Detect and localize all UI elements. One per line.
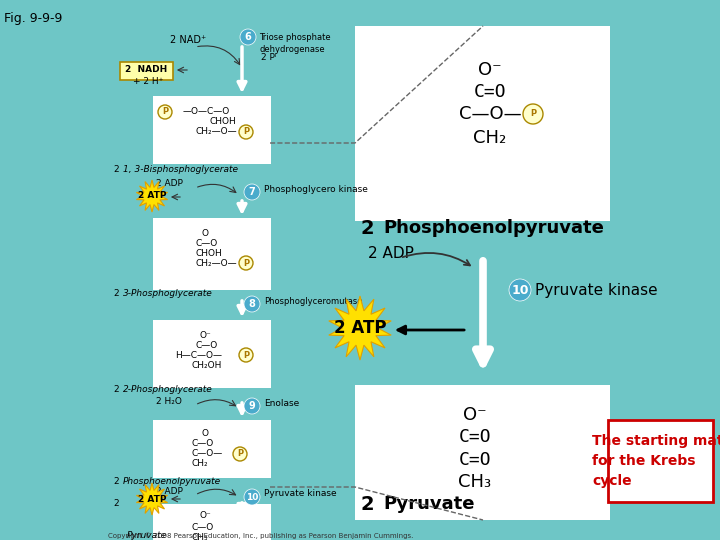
Bar bbox=[153, 218, 271, 290]
Text: CHOH: CHOH bbox=[210, 118, 237, 126]
Text: CH₃: CH₃ bbox=[459, 473, 492, 491]
Text: CH₂: CH₂ bbox=[473, 129, 507, 147]
Bar bbox=[153, 96, 271, 164]
Text: CH₂—O—: CH₂—O— bbox=[195, 259, 237, 267]
Bar bbox=[608, 420, 713, 502]
Text: 8: 8 bbox=[248, 299, 256, 309]
Circle shape bbox=[158, 105, 172, 119]
Text: 1, 3-Bisphosphoglycerate: 1, 3-Bisphosphoglycerate bbox=[123, 165, 238, 174]
Text: 7: 7 bbox=[248, 187, 256, 197]
Bar bbox=[608, 420, 713, 502]
Text: 2: 2 bbox=[360, 219, 374, 238]
Text: Copyright © 2008 Pearson Education, Inc., publishing as Pearson Benjamin Cumming: Copyright © 2008 Pearson Education, Inc.… bbox=[108, 532, 413, 539]
Circle shape bbox=[523, 104, 543, 124]
Text: —O—C—O: —O—C—O bbox=[183, 107, 230, 117]
Text: O: O bbox=[202, 230, 209, 239]
Text: 2: 2 bbox=[113, 289, 119, 299]
Text: 6: 6 bbox=[245, 32, 251, 42]
Text: C=O: C=O bbox=[459, 451, 491, 469]
Circle shape bbox=[239, 256, 253, 270]
Text: C—O: C—O bbox=[195, 341, 217, 350]
Text: 2 ATP: 2 ATP bbox=[334, 319, 386, 337]
Text: H—C—O—: H—C—O— bbox=[175, 352, 222, 361]
Text: CH₃: CH₃ bbox=[192, 532, 209, 540]
Text: P: P bbox=[530, 110, 536, 118]
Text: 2: 2 bbox=[113, 386, 119, 395]
Circle shape bbox=[239, 348, 253, 362]
Text: 2 ADP: 2 ADP bbox=[156, 179, 183, 187]
Text: Phosphoglyceromutase: Phosphoglyceromutase bbox=[264, 296, 362, 306]
Bar bbox=[153, 420, 271, 478]
Text: C=O: C=O bbox=[459, 428, 491, 446]
Text: 2 Pᴵ: 2 Pᴵ bbox=[261, 52, 276, 62]
Text: The starting matl
for the Krebs
cycle: The starting matl for the Krebs cycle bbox=[593, 435, 720, 488]
Polygon shape bbox=[136, 180, 168, 212]
Text: C—O—: C—O— bbox=[459, 105, 521, 123]
Bar bbox=[355, 385, 610, 520]
Text: 2 ATP: 2 ATP bbox=[138, 192, 166, 200]
Circle shape bbox=[244, 184, 260, 200]
Text: P: P bbox=[237, 449, 243, 458]
Text: CH₂: CH₂ bbox=[192, 460, 209, 469]
Text: CHOH: CHOH bbox=[195, 249, 222, 259]
Text: 2 H₂O: 2 H₂O bbox=[156, 397, 182, 407]
Text: O⁻: O⁻ bbox=[199, 330, 211, 340]
Text: O⁻: O⁻ bbox=[463, 406, 487, 424]
Text: O: O bbox=[202, 429, 209, 438]
Text: C—O: C—O bbox=[192, 440, 215, 449]
Bar bbox=[335, 20, 635, 525]
Text: 2 NAD⁺: 2 NAD⁺ bbox=[170, 35, 206, 45]
Text: P: P bbox=[243, 350, 249, 360]
Text: 2-Phosphoglycerate: 2-Phosphoglycerate bbox=[123, 386, 212, 395]
Circle shape bbox=[509, 279, 531, 301]
Bar bbox=[355, 26, 610, 221]
Circle shape bbox=[244, 489, 260, 505]
Text: Pyruvate: Pyruvate bbox=[383, 495, 474, 513]
Text: C—O: C—O bbox=[195, 240, 217, 248]
Text: Pyruvate kinase: Pyruvate kinase bbox=[264, 489, 337, 498]
Circle shape bbox=[244, 296, 260, 312]
Circle shape bbox=[244, 398, 260, 414]
Text: 9: 9 bbox=[248, 401, 256, 411]
Bar bbox=[107, 27, 339, 525]
Text: C—O—: C—O— bbox=[192, 449, 223, 458]
Circle shape bbox=[239, 125, 253, 139]
Text: 2 ATP: 2 ATP bbox=[138, 495, 166, 503]
Text: Phosphoenolpyruvate: Phosphoenolpyruvate bbox=[383, 219, 604, 237]
Text: 10: 10 bbox=[511, 284, 528, 296]
Text: Pyruvate kinase: Pyruvate kinase bbox=[535, 282, 657, 298]
Text: O⁻: O⁻ bbox=[478, 61, 502, 79]
Text: P: P bbox=[243, 127, 249, 137]
Text: 2 ADP: 2 ADP bbox=[156, 488, 183, 496]
Text: O⁻: O⁻ bbox=[199, 511, 211, 521]
Text: 2: 2 bbox=[113, 498, 119, 508]
Text: Phosphoenolpyruvate: Phosphoenolpyruvate bbox=[123, 477, 221, 487]
Text: Triose phosphate
dehydrogenase: Triose phosphate dehydrogenase bbox=[259, 33, 330, 54]
Text: 2: 2 bbox=[113, 165, 119, 174]
Text: Enolase: Enolase bbox=[264, 399, 300, 408]
Text: P: P bbox=[243, 259, 249, 267]
Circle shape bbox=[240, 29, 256, 45]
Text: + 2 H⁺: + 2 H⁺ bbox=[133, 78, 163, 86]
FancyBboxPatch shape bbox=[120, 62, 173, 79]
Text: CH₂OH: CH₂OH bbox=[192, 361, 222, 370]
Text: C—O: C—O bbox=[192, 523, 215, 531]
Text: P: P bbox=[162, 107, 168, 117]
Text: 10: 10 bbox=[246, 492, 258, 502]
Text: C=O: C=O bbox=[474, 83, 506, 101]
Polygon shape bbox=[329, 296, 391, 360]
Text: 2: 2 bbox=[360, 495, 374, 514]
Text: 2 ADP: 2 ADP bbox=[368, 246, 414, 260]
Text: 3-Phosphoglycerate: 3-Phosphoglycerate bbox=[123, 289, 212, 299]
Polygon shape bbox=[136, 483, 168, 515]
Bar bbox=[153, 320, 271, 388]
Text: Fig. 9-9-9: Fig. 9-9-9 bbox=[4, 12, 63, 25]
Text: Pyruvate: Pyruvate bbox=[127, 531, 167, 540]
Text: Phosphoglycero kinase: Phosphoglycero kinase bbox=[264, 185, 368, 193]
Bar bbox=[153, 504, 271, 540]
Text: CH₂—O—: CH₂—O— bbox=[195, 127, 237, 137]
Text: 2: 2 bbox=[113, 477, 119, 487]
Text: 2  NADH: 2 NADH bbox=[125, 65, 167, 75]
Circle shape bbox=[233, 447, 247, 461]
